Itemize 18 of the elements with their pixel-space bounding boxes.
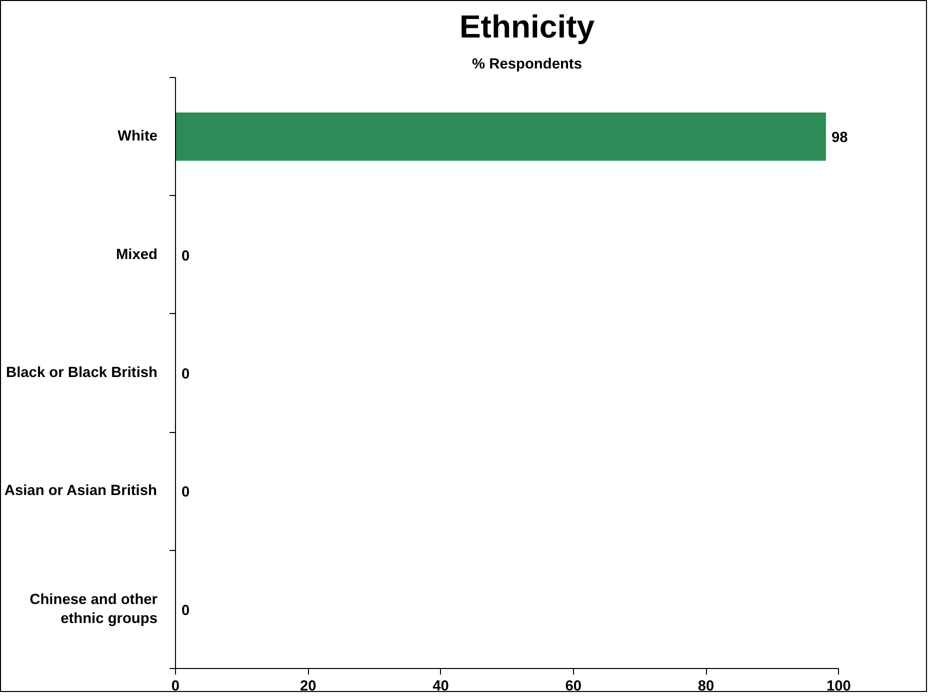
x-tick-label: 100 — [826, 678, 851, 694]
y-tick-label: White — [118, 128, 158, 145]
y-tick-label: Mixed — [116, 246, 158, 263]
x-tick-label: 20 — [300, 678, 316, 694]
x-tick-label: 40 — [432, 678, 449, 694]
x-axis-title: % Respondents — [472, 56, 582, 72]
x-tick-label: 0 — [171, 678, 180, 694]
x-tick-label: 60 — [565, 678, 582, 694]
y-tick-label: Chinese and other ethnic groups — [30, 592, 158, 627]
chart-title: Ethnicity — [459, 8, 595, 44]
y-tick-label: Asian or Asian British — [4, 483, 158, 500]
data-label: 0 — [182, 366, 190, 382]
data-label: 98 — [831, 130, 848, 146]
data-label: 0 — [182, 248, 190, 264]
y-tick-label: Black or Black British — [6, 365, 158, 381]
data-label: 0 — [182, 484, 190, 501]
data-label: 0 — [182, 602, 190, 619]
x-tick-label: 80 — [698, 678, 714, 694]
